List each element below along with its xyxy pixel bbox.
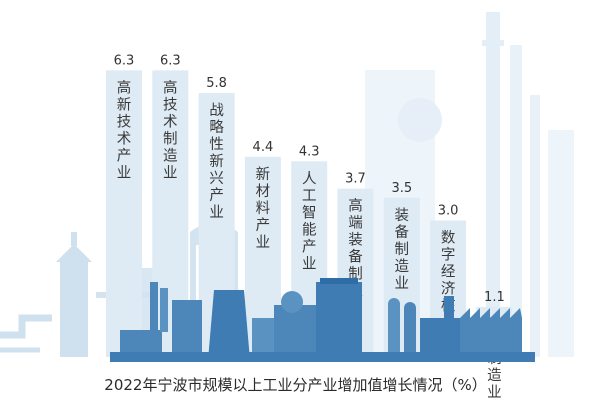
- background-tower-platform: [482, 40, 504, 46]
- foreground-roof: [320, 278, 358, 284]
- data-label: 3.0: [438, 204, 459, 219]
- foreground-silo: [388, 298, 400, 360]
- background-tower-roof: [56, 244, 92, 262]
- category-label: 高新技术产业: [117, 79, 132, 181]
- background-tower: [530, 95, 540, 357]
- category-label: 新材料产业: [256, 166, 271, 251]
- foreground-building: [274, 305, 320, 360]
- data-label: 6.3: [114, 53, 135, 68]
- data-label: 4.4: [253, 140, 274, 155]
- foreground-silo: [404, 302, 416, 360]
- foreground-chimney: [444, 296, 454, 326]
- data-label: 3.7: [345, 172, 366, 187]
- data-label: 6.3: [160, 53, 181, 68]
- foreground-sphere-tank: [281, 291, 303, 313]
- data-label: 5.8: [206, 76, 227, 91]
- foreground-building: [252, 318, 274, 360]
- foreground-sawtooth-roof: [460, 308, 522, 318]
- category-label: 人工智能产业: [302, 170, 317, 272]
- bar: [106, 70, 142, 357]
- foreground-building: [316, 282, 362, 360]
- background-tower: [486, 12, 500, 357]
- category-label: 高技术制造业: [163, 79, 178, 181]
- background-tank: [548, 130, 574, 357]
- background-tower: [60, 262, 88, 357]
- data-label: 3.5: [391, 181, 412, 196]
- data-label: 1.1: [484, 290, 505, 305]
- category-label: 战略性新兴产业: [209, 102, 224, 221]
- foreground-cooling-tower: [208, 290, 250, 360]
- background-tower: [510, 45, 522, 357]
- background-window: [196, 245, 200, 305]
- chart-caption: 2022年宁波市规模以上工业分产业增加值增长情况（%）: [104, 376, 487, 394]
- data-label: 4.3: [299, 144, 320, 159]
- foreground-ground: [110, 352, 535, 362]
- background-pipe: [0, 314, 52, 339]
- background-tower-spire: [71, 232, 77, 246]
- skyline-foreground: [110, 278, 535, 362]
- foreground-building: [172, 300, 202, 360]
- background-sphere-tank: [398, 98, 442, 142]
- foreground-chimney: [160, 288, 168, 332]
- foreground-chimney: [150, 282, 158, 332]
- category-label: 装备制造业: [395, 207, 410, 292]
